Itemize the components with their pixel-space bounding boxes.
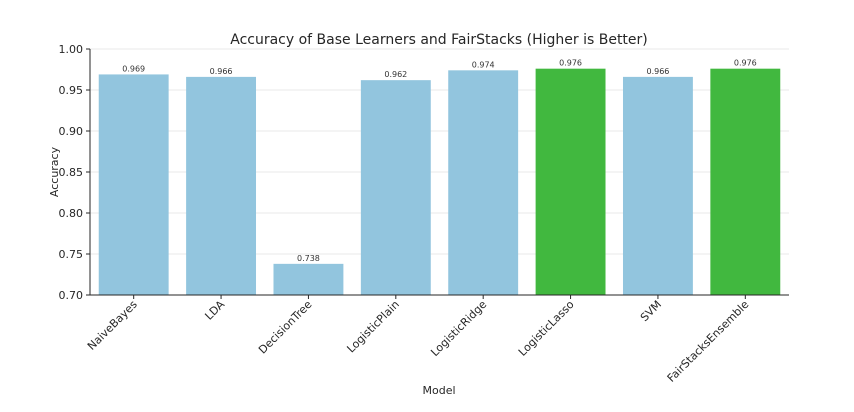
bar [710, 68, 781, 296]
x-tick-label: LDA [202, 298, 227, 323]
bar [622, 76, 693, 295]
x-tick-label: DecisionTree [256, 298, 315, 357]
y-tick-label: 0.70 [59, 289, 84, 302]
y-tick-label: 0.85 [59, 166, 84, 179]
data-label: 0.969 [122, 64, 145, 73]
bar [448, 70, 519, 295]
x-tick-label: LogisticPlain [344, 298, 402, 356]
x-axis-label: Model [422, 384, 455, 397]
x-tick-label: SVM [638, 298, 664, 324]
chart-title: Accuracy of Base Learners and FairStacks… [230, 32, 648, 48]
y-tick-label: 0.90 [59, 125, 84, 138]
data-label: 0.966 [210, 67, 233, 76]
bar [273, 263, 344, 295]
data-label: 0.966 [646, 67, 669, 76]
bars [98, 68, 781, 296]
x-tick-label: LogisticLasso [516, 298, 577, 359]
bar [360, 80, 431, 295]
y-tick-label: 0.75 [59, 248, 84, 261]
y-tick-label: 0.80 [59, 207, 84, 220]
data-label: 0.974 [472, 60, 495, 69]
bar [535, 68, 606, 296]
y-tick-label: 0.95 [59, 84, 84, 97]
bar [186, 76, 257, 295]
x-tick-label: LogisticRidge [428, 298, 489, 359]
data-labels: 0.969 0.966 0.738 0.962 0.974 0.976 0.966 0.976 [122, 59, 757, 263]
data-label: 0.738 [297, 254, 320, 263]
bar [98, 74, 169, 295]
x-tick-label: NaiveBayes [85, 298, 140, 353]
data-label: 0.976 [559, 59, 582, 68]
x-tick-label: FairStacksEnsemble [665, 298, 752, 385]
data-label: 0.976 [734, 59, 757, 68]
y-axis-label: Accuracy [48, 146, 61, 197]
data-label: 0.962 [384, 70, 407, 79]
y-tick-label: 1.00 [59, 43, 84, 56]
